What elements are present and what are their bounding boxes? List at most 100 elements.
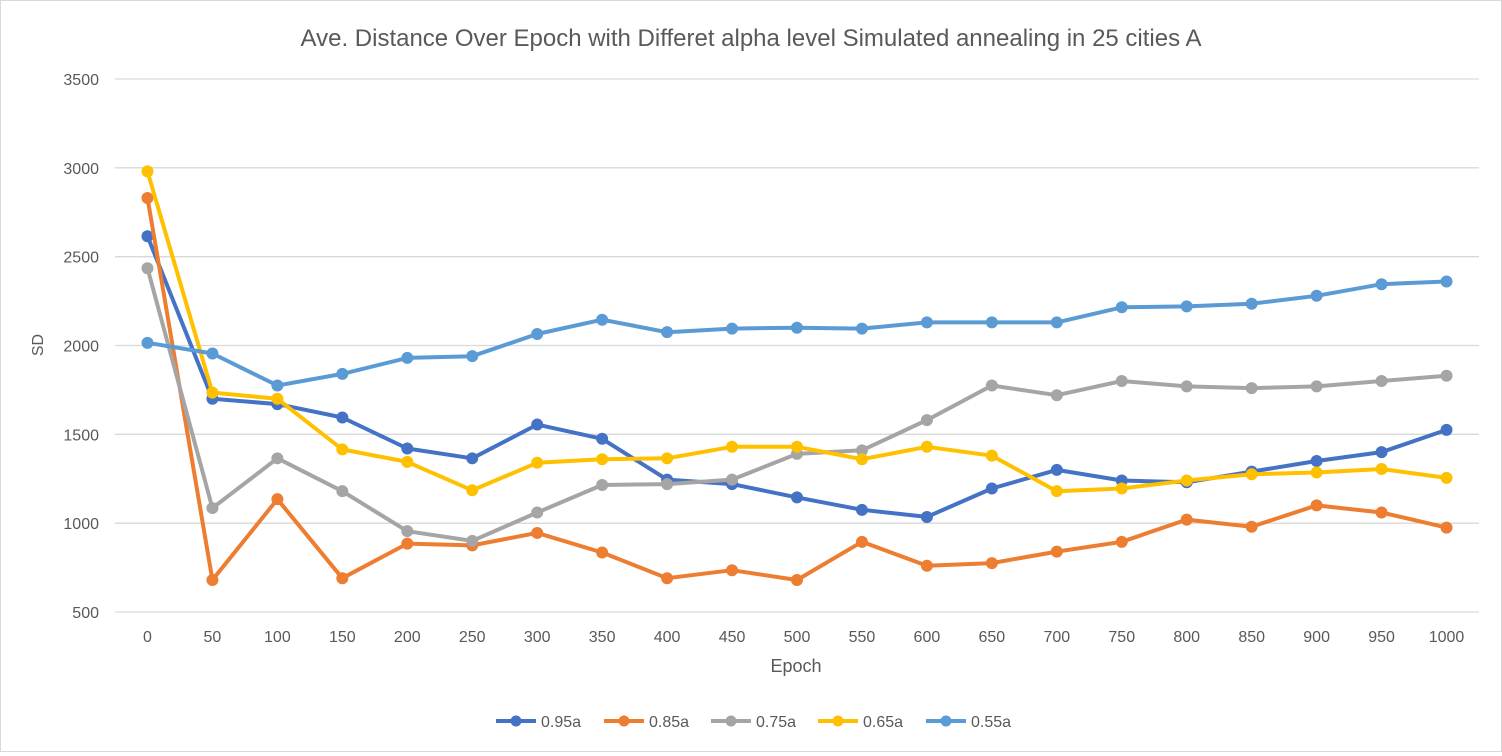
data-point [596,453,609,466]
data-point [855,322,868,335]
legend-swatch-marker [940,715,952,727]
x-tick-label: 800 [1173,629,1200,646]
data-point [466,534,479,547]
data-point [1115,375,1128,388]
data-point [271,392,284,405]
data-point [531,418,544,431]
data-point [1375,506,1388,519]
legend-swatch-marker [510,715,522,727]
data-point [596,478,609,491]
data-point [855,453,868,466]
data-point [985,482,998,495]
data-point [141,192,154,205]
data-point [1245,297,1258,310]
legend: 0.95a 0.85a 0.75a 0.65a 0.55a [496,714,1011,731]
data-point [531,327,544,340]
data-point [1180,474,1193,487]
data-point [206,386,219,399]
data-point [596,432,609,445]
legend-swatch-marker [725,715,737,727]
data-point [726,564,739,577]
data-point [336,485,349,498]
data-point [531,506,544,519]
x-tick-label: 550 [849,629,876,646]
x-tick-label: 750 [1108,629,1135,646]
y-tick-label: 3500 [63,72,99,89]
data-point [1310,289,1323,302]
data-point [271,452,284,465]
data-point [1115,301,1128,314]
x-axis-title: Epoch [770,656,821,676]
data-point [271,379,284,392]
x-tick-label: 50 [204,629,222,646]
data-point [1310,466,1323,479]
data-point [985,557,998,570]
x-tick-label: 950 [1368,629,1395,646]
data-point [1180,380,1193,393]
legend-item: 0.95a [496,714,581,731]
data-point [1115,482,1128,495]
x-tick-label: 500 [784,629,811,646]
x-tick-label: 350 [589,629,616,646]
data-point [206,574,219,587]
data-point [1180,300,1193,313]
gridlines [115,78,1479,613]
legend-item: 0.75a [711,714,796,731]
data-point [661,452,674,465]
legend-swatch-marker [618,715,630,727]
data-point [1245,468,1258,481]
data-point [401,442,414,455]
data-point [401,525,414,538]
data-point [401,351,414,364]
data-point [1375,278,1388,291]
data-point [920,414,933,427]
data-point [1440,369,1453,382]
data-point [1115,535,1128,548]
legend-label: 0.95a [541,714,581,731]
data-point [985,449,998,462]
data-point [1440,471,1453,484]
series-lines [141,165,1453,587]
x-tick-label: 100 [264,629,291,646]
data-point [661,572,674,585]
y-tick-label: 1500 [63,427,99,444]
data-point [1050,316,1063,329]
data-point [1245,520,1258,533]
x-tick-label: 250 [459,629,486,646]
data-point [791,440,803,453]
data-point [401,455,414,468]
data-point [1180,513,1193,526]
data-point [791,491,803,504]
data-point [920,440,933,453]
data-point [1375,375,1388,388]
data-point [531,526,544,539]
legend-label: 0.75a [756,714,796,731]
y-tick-label: 500 [72,605,99,622]
data-point [726,322,739,335]
data-point [336,411,349,424]
series-0.55a [141,275,1453,392]
x-tick-label: 150 [329,629,356,646]
data-point [206,347,219,360]
data-point [466,484,479,497]
y-tick-label: 2000 [63,339,99,356]
chart-title: Ave. Distance Over Epoch with Differet a… [301,25,1202,52]
data-point [791,574,803,587]
data-point [336,572,349,585]
x-tick-label: 900 [1303,629,1330,646]
data-point [920,510,933,523]
x-tick-label: 850 [1238,629,1265,646]
x-tick-label: 200 [394,629,421,646]
legend-item: 0.85a [604,714,689,731]
data-point [206,502,219,515]
data-point [920,316,933,329]
x-tick-label: 600 [914,629,941,646]
data-point [141,165,154,178]
data-point [531,456,544,469]
data-point [1310,499,1323,512]
data-point [141,262,154,275]
x-tick-label: 400 [654,629,681,646]
y-axis-title: SD [30,334,47,356]
